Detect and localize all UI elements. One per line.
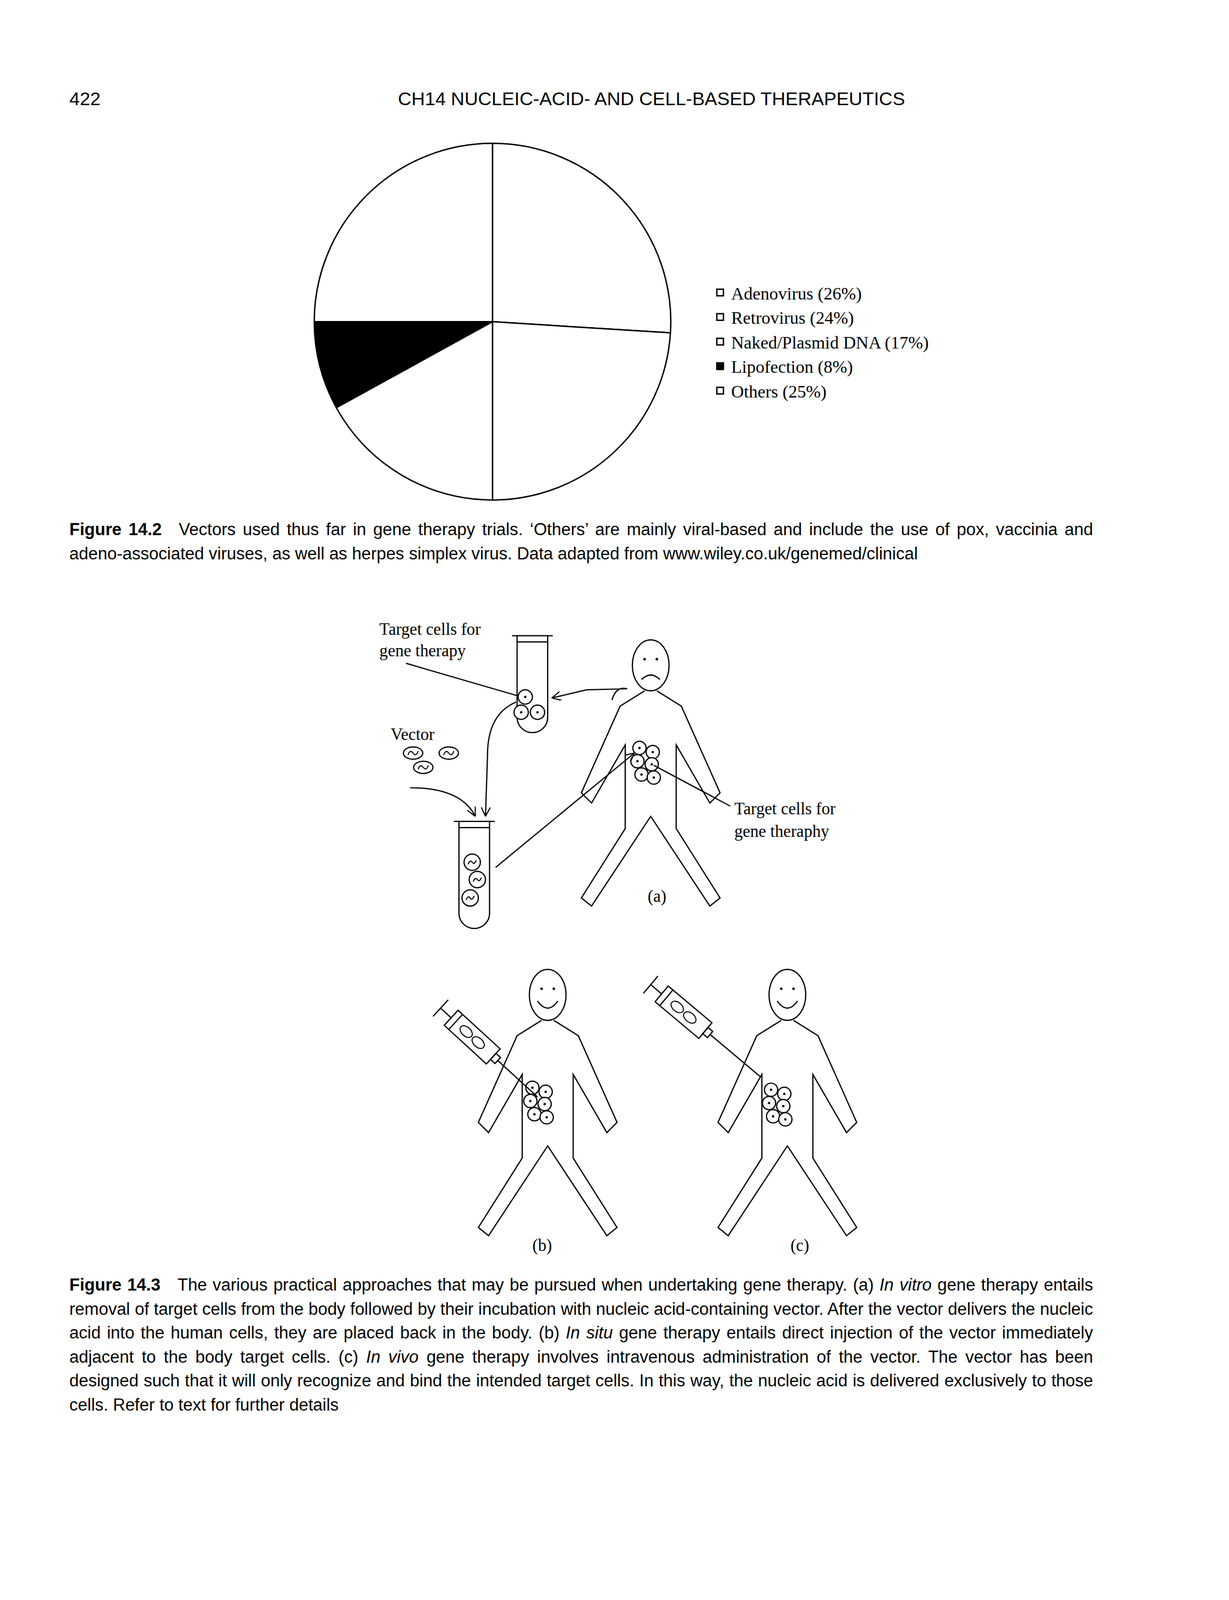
svg-text:gene therapy: gene therapy — [379, 641, 467, 660]
svg-text:gene theraphy: gene theraphy — [734, 821, 830, 841]
svg-text:Naked/Plasmid DNA (17%): Naked/Plasmid DNA (17%) — [730, 332, 929, 353]
svg-text:Target cells for: Target cells for — [734, 799, 836, 818]
svg-text:Retrovirus (24%): Retrovirus (24%) — [730, 307, 854, 328]
svg-text:Target cells for: Target cells for — [379, 619, 481, 639]
html-text:422: 422 — [69, 88, 101, 109]
html-text:Vectors used thus far in gene: Vectors used thus far in gene therapy tr… — [69, 519, 1094, 563]
html-text:Figure 14.3: Figure 14.3 — [69, 1274, 161, 1294]
svg-text:(c): (c) — [790, 1235, 810, 1255]
svg-text:Others (25%): Others (25%) — [730, 381, 827, 402]
html-text:CH14 NUCLEIC-ACID- AND CELL-BA: CH14 NUCLEIC-ACID- AND CELL-BASED THERAP… — [397, 88, 906, 109]
html-text:The various practical approach: The various practical approaches that ma… — [69, 1274, 1094, 1414]
svg-text:(a): (a) — [647, 886, 667, 906]
svg-text:Adenovirus (26%): Adenovirus (26%) — [730, 283, 862, 304]
svg-text:(b): (b) — [532, 1235, 553, 1255]
html-text:Figure 14.2: Figure 14.2 — [69, 519, 162, 539]
svg-text:Lipofection (8%): Lipofection (8%) — [730, 356, 853, 377]
svg-text:Vector: Vector — [390, 724, 435, 744]
